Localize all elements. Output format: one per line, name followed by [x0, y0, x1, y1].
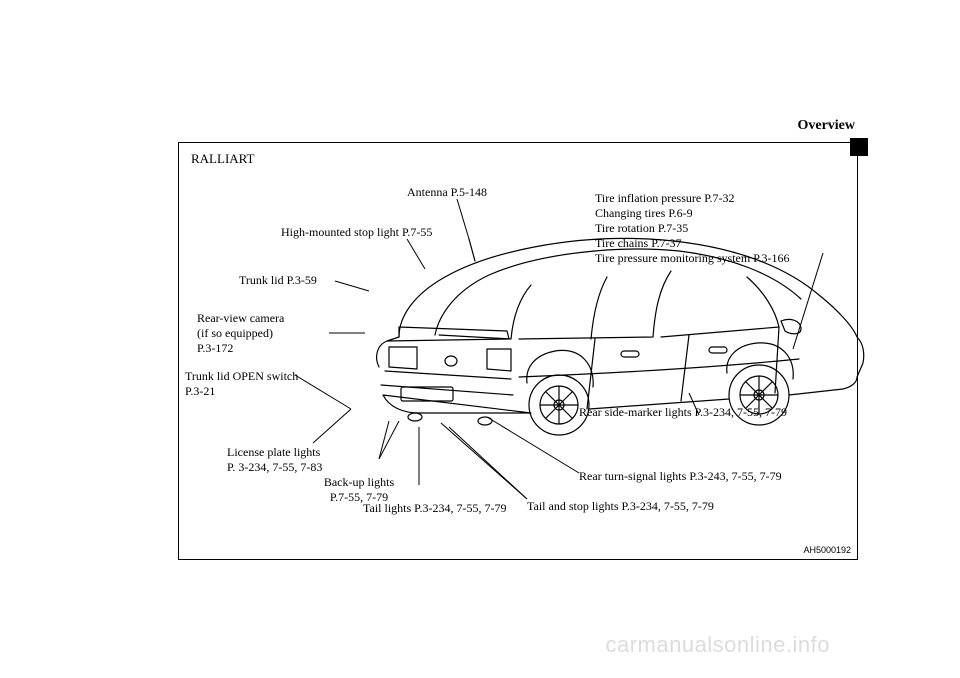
callout-rear-side-marker: Rear side-marker lights P.3-234, 7-55, 7… [579, 405, 839, 420]
callout-trunk-lid: Trunk lid P.3-59 [239, 273, 317, 288]
callout-tires: Tire inflation pressure P.7-32 Changing … [595, 191, 853, 266]
model-label: RALLIART [191, 151, 255, 167]
callout-stop-light: High-mounted stop light P.7-55 [281, 225, 432, 240]
callout-antenna: Antenna P.5-148 [407, 185, 487, 200]
callout-tail-stop: Tail and stop lights P.3-234, 7-55, 7-79 [527, 499, 714, 514]
diagram-frame: RALLIART [178, 142, 858, 560]
document-id: AH5000192 [803, 545, 851, 555]
page-section-header: Overview [797, 118, 855, 134]
callout-trunk-open: Trunk lid OPEN switch P.3-21 [185, 369, 335, 399]
callout-rear-turn: Rear turn-signal lights P.3-243, 7-55, 7… [579, 469, 782, 484]
callout-license-plate: License plate lights P. 3-234, 7-55, 7-8… [227, 445, 387, 475]
callout-tail: Tail lights P.3-234, 7-55, 7-79 [363, 501, 507, 516]
callout-rear-camera: Rear-view camera (if so equipped) P.3-17… [197, 311, 327, 356]
watermark: carmanualsonline.info [605, 632, 830, 658]
